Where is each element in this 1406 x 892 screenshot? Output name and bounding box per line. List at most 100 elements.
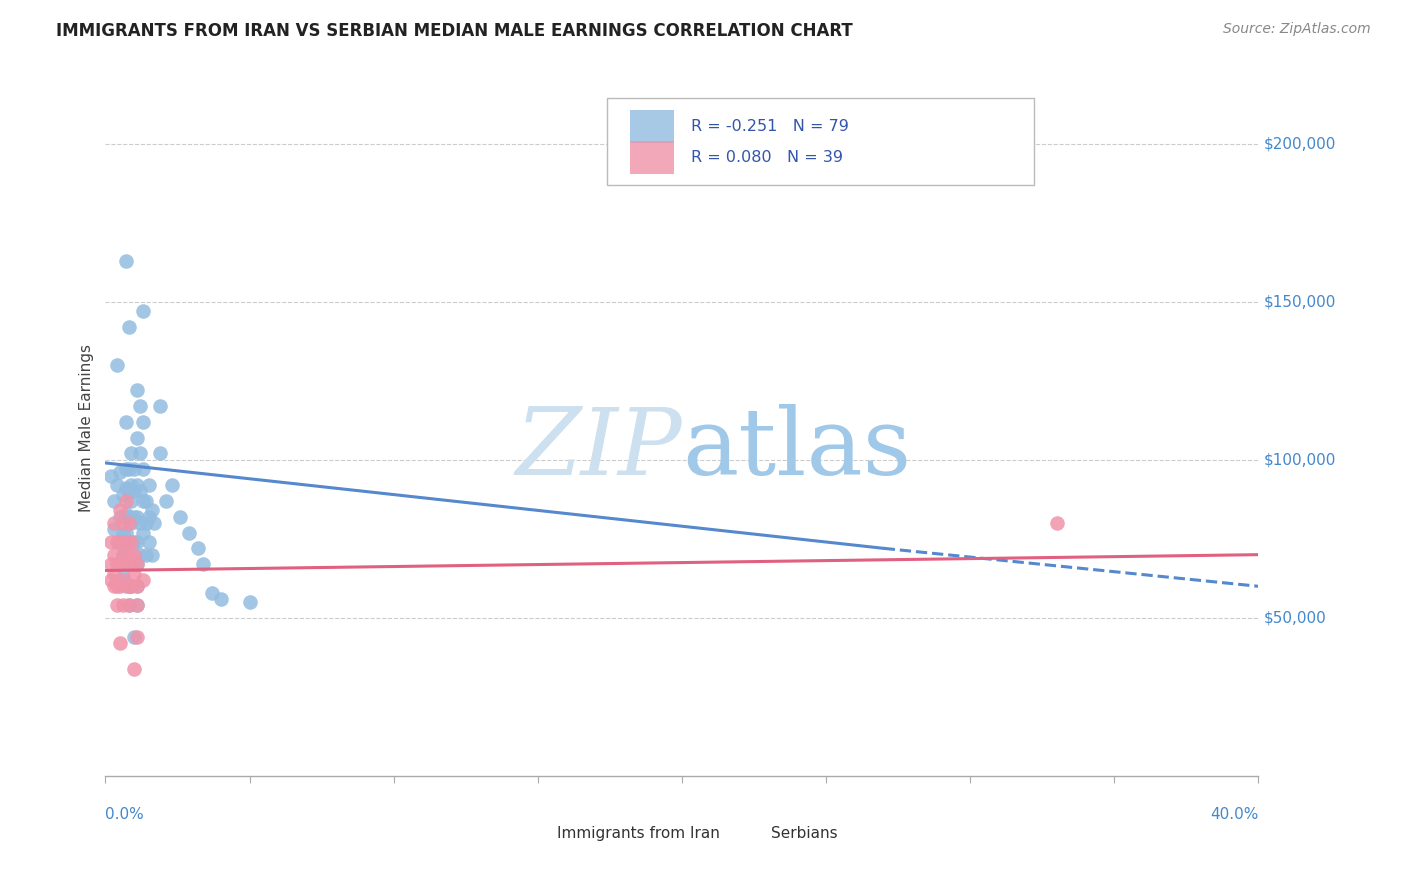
Point (127, 579, 149, 593)
Point (103, 516, 125, 530)
Point (117, 535, 139, 549)
Point (120, 579, 142, 593)
Point (111, 516, 134, 530)
Point (100, 573, 122, 587)
Point (135, 548, 157, 562)
Point (114, 462, 136, 476)
Point (108, 579, 131, 593)
Text: 40.0%: 40.0% (1211, 807, 1258, 822)
Point (100, 468, 122, 483)
Point (201, 585, 224, 599)
Point (108, 503, 131, 517)
Point (117, 557, 139, 571)
Point (187, 541, 209, 556)
Point (117, 462, 139, 476)
Point (127, 383, 149, 397)
Point (124, 630, 146, 644)
Text: $150,000: $150,000 (1264, 294, 1337, 310)
Point (129, 484, 152, 499)
Point (124, 484, 146, 499)
Point (114, 579, 136, 593)
Text: $100,000: $100,000 (1264, 452, 1337, 467)
Point (209, 591, 232, 606)
Point (114, 494, 136, 508)
Point (135, 494, 157, 508)
Bar (520, 822, 546, 846)
Point (149, 399, 172, 413)
Point (117, 320, 139, 334)
Point (193, 557, 215, 571)
Point (117, 579, 139, 593)
Point (132, 304, 155, 318)
Point (127, 599, 149, 613)
Point (111, 487, 134, 501)
Point (120, 516, 142, 530)
Bar (734, 822, 759, 846)
Point (100, 557, 122, 571)
Point (108, 535, 131, 549)
Point (114, 415, 136, 429)
Point (124, 535, 146, 549)
Point (141, 503, 163, 517)
Point (1045, 516, 1069, 530)
Text: $50,000: $50,000 (1264, 610, 1327, 625)
Point (117, 516, 139, 530)
Point (114, 481, 136, 495)
Point (114, 507, 136, 521)
Point (124, 557, 146, 571)
Point (120, 557, 142, 571)
Text: R = 0.080   N = 39: R = 0.080 N = 39 (692, 150, 844, 165)
Point (120, 535, 142, 549)
Text: $200,000: $200,000 (1264, 136, 1337, 151)
Point (105, 557, 128, 571)
Point (103, 566, 125, 581)
Point (108, 509, 131, 524)
Point (143, 516, 166, 530)
Point (114, 535, 136, 549)
Bar (630, 110, 673, 143)
FancyBboxPatch shape (607, 98, 1033, 185)
Point (124, 548, 146, 562)
Point (111, 570, 134, 584)
Point (117, 509, 139, 524)
Point (127, 557, 149, 571)
Text: Source: ZipAtlas.com: Source: ZipAtlas.com (1223, 22, 1371, 37)
Point (114, 557, 136, 571)
Point (117, 599, 139, 613)
Point (141, 548, 163, 562)
Point (120, 478, 142, 492)
Point (138, 535, 160, 549)
Point (105, 535, 128, 549)
Y-axis label: Median Male Earnings: Median Male Earnings (79, 344, 94, 512)
Point (103, 548, 125, 562)
Point (111, 573, 134, 587)
Point (114, 253, 136, 268)
Point (120, 557, 142, 571)
Point (120, 535, 142, 549)
Point (117, 599, 139, 613)
Point (108, 636, 131, 650)
Point (129, 516, 152, 530)
Point (132, 494, 155, 508)
Point (105, 599, 128, 613)
Point (127, 557, 149, 571)
Point (124, 509, 146, 524)
Point (105, 579, 128, 593)
Point (132, 415, 155, 429)
Point (129, 446, 152, 460)
Text: atlas: atlas (682, 404, 911, 494)
Point (124, 462, 146, 476)
Point (127, 535, 149, 549)
Bar (630, 141, 673, 174)
Point (138, 509, 160, 524)
Point (105, 358, 128, 372)
Point (111, 548, 134, 562)
Point (132, 525, 155, 540)
Point (132, 573, 155, 587)
Point (127, 509, 149, 524)
Point (127, 579, 149, 593)
Point (127, 599, 149, 613)
Point (114, 557, 136, 571)
Point (135, 516, 157, 530)
Point (129, 399, 152, 413)
